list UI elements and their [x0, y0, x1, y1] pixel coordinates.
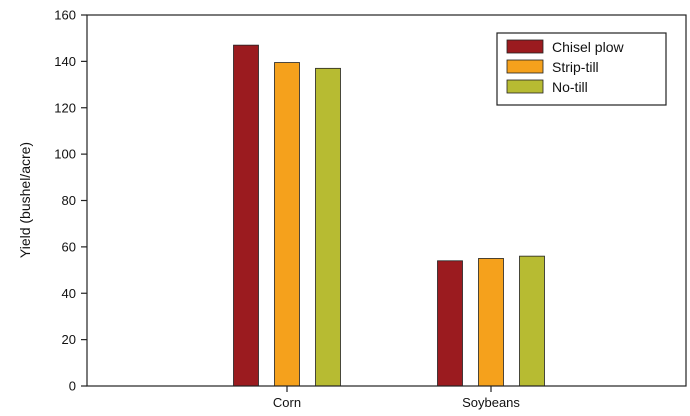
- bar-no-till-corn: [315, 67, 341, 387]
- legend-swatch-chisel-plow: [506, 39, 544, 54]
- y-tick-label: 80: [62, 193, 76, 208]
- legend: Chisel plow Strip-till No-till: [496, 32, 667, 106]
- plot-frame: [86, 14, 687, 387]
- x-tick-label-soybeans: Soybeans: [462, 395, 520, 410]
- x-tick-label-corn: Corn: [273, 395, 301, 410]
- y-ticks-group: 0 20 40 60 80 100 120 140 160: [54, 8, 87, 394]
- bar-chisel-plow-soybeans: [437, 260, 463, 387]
- x-ticks-group: Corn Soybeans: [273, 386, 520, 410]
- y-tick-label: 60: [62, 239, 76, 254]
- legend-swatch-strip-till: [506, 59, 544, 74]
- bar-strip-till-corn: [274, 62, 300, 387]
- y-axis-title: Yield (bushel/acre): [17, 142, 33, 258]
- bar-no-till-soybeans: [519, 255, 545, 387]
- legend-label-no-till: No-till: [552, 79, 588, 95]
- legend-label-strip-till: Strip-till: [552, 59, 599, 75]
- y-tick-label: 40: [62, 286, 76, 301]
- bar-chisel-plow-corn: [233, 44, 259, 387]
- bar-strip-till-soybeans: [478, 258, 504, 387]
- y-tick-label: 160: [54, 8, 76, 23]
- legend-swatch-no-till: [506, 79, 544, 94]
- y-tick-label: 100: [54, 147, 76, 162]
- y-tick-label: 0: [69, 379, 76, 394]
- bars-group: [233, 44, 545, 387]
- y-tick-label: 120: [54, 100, 76, 115]
- y-tick-label: 140: [54, 54, 76, 69]
- legend-label-chisel-plow: Chisel plow: [552, 39, 624, 55]
- y-tick-label: 20: [62, 332, 76, 347]
